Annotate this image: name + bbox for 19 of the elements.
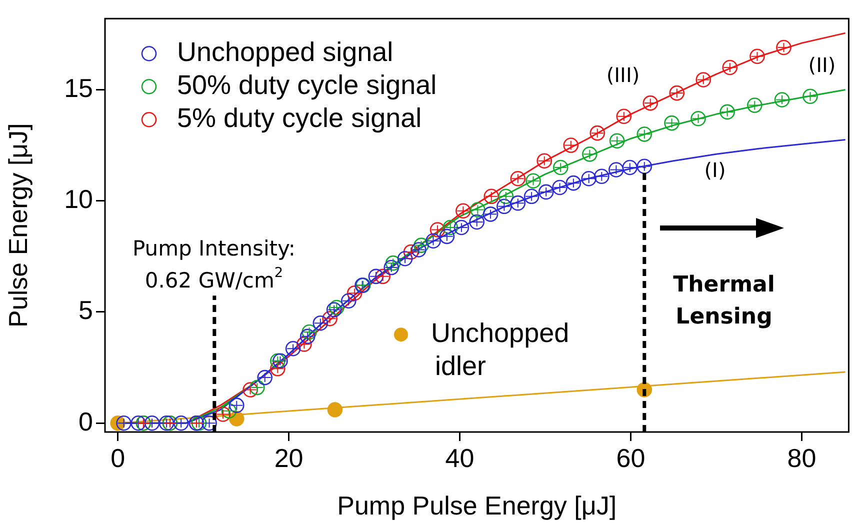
y-tick-label: 5	[78, 295, 93, 326]
annotation: (III)	[606, 63, 640, 88]
legend-label: 50% duty cycle signal	[177, 70, 437, 100]
y-tick-label: 0	[78, 406, 93, 436]
annotation: (II)	[808, 53, 836, 78]
legend-label: Unchopped signal	[177, 37, 394, 68]
x-tick-label: 80	[787, 442, 816, 473]
x-tick-label: 20	[274, 442, 304, 473]
annotation: (I)	[704, 158, 726, 182]
legend-label: Unchopped idler	[431, 318, 570, 382]
y-tick-label: 10	[64, 184, 93, 214]
x-tick-label: 0	[110, 442, 126, 473]
x-axis-title: Pump Pulse Energy [μJ]	[337, 490, 617, 521]
x-tick-label: 60	[616, 442, 646, 473]
x-tick-label: 40	[445, 442, 474, 473]
y-tick-label: 15	[64, 72, 93, 103]
legend-label: 5% duty cycle signal	[177, 103, 422, 134]
annotation: Thermal Lensing	[673, 272, 775, 330]
y-axis-title: Pulse Energy [μJ]	[2, 123, 33, 328]
